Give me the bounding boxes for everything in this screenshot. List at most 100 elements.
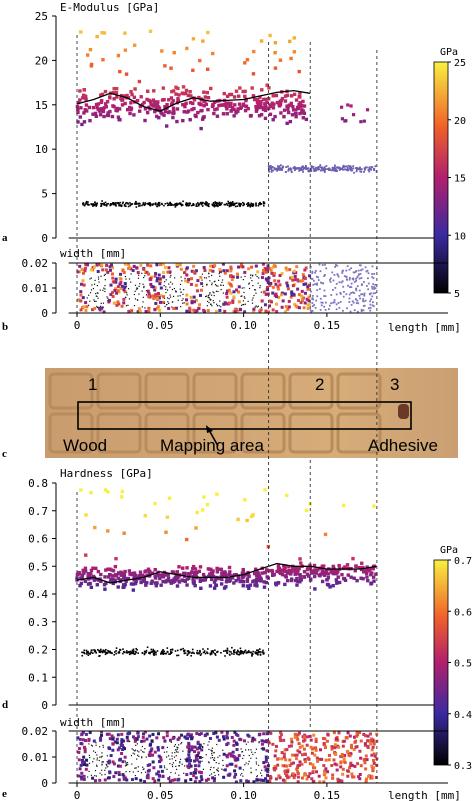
hardness-point bbox=[148, 569, 152, 573]
hardness-black-point bbox=[170, 651, 172, 654]
emod-point bbox=[298, 111, 302, 116]
hardness-black-point bbox=[146, 646, 149, 649]
hardness-black-point bbox=[129, 650, 132, 653]
width-map-point bbox=[130, 309, 134, 313]
emod-black-point bbox=[87, 204, 89, 206]
width-map-point bbox=[370, 737, 374, 741]
emod-point bbox=[279, 98, 284, 103]
emod-point bbox=[184, 88, 189, 93]
width-map-point bbox=[331, 773, 335, 777]
emod-point bbox=[302, 111, 307, 115]
hardness-point bbox=[276, 566, 281, 571]
width-map-point bbox=[149, 277, 153, 281]
width-map-adhesive-point bbox=[334, 266, 336, 268]
width-map-adhesive-point bbox=[373, 286, 375, 289]
width-map-point bbox=[252, 780, 256, 784]
width-map-black-point bbox=[169, 276, 171, 278]
width-map-point bbox=[262, 290, 266, 294]
emod-adhesive-point bbox=[319, 169, 322, 172]
width-map-adhesive-point bbox=[348, 301, 351, 303]
width-map-adhesive-point bbox=[311, 302, 314, 304]
width-map-point bbox=[290, 744, 294, 748]
width-map-point bbox=[81, 730, 85, 734]
emod-adhesive-point bbox=[352, 167, 354, 170]
hardness-point bbox=[185, 566, 189, 570]
width-map-point bbox=[296, 770, 300, 774]
hardness-black-point bbox=[182, 647, 184, 650]
width-map-black-point bbox=[174, 744, 177, 746]
width-map-point bbox=[195, 747, 199, 751]
hardness-point bbox=[281, 564, 286, 568]
width-map-adhesive-point bbox=[356, 299, 359, 302]
width-map-black-point bbox=[141, 290, 143, 292]
width-map-black-point bbox=[166, 297, 169, 299]
hardness-black-point bbox=[104, 650, 106, 652]
width-map-adhesive-point bbox=[323, 289, 326, 292]
width-map-black-point bbox=[202, 746, 204, 749]
width-map-black-point bbox=[241, 295, 243, 297]
hardness-point bbox=[331, 584, 335, 588]
hardness-black-point bbox=[177, 654, 180, 657]
hardness-point bbox=[227, 577, 232, 581]
emod-black-point bbox=[213, 204, 216, 207]
width-map-point bbox=[258, 778, 262, 782]
hardness-black-point bbox=[259, 651, 262, 653]
width-map-adhesive-point bbox=[329, 280, 332, 283]
width-map-point bbox=[209, 264, 213, 268]
width-map-adhesive-point bbox=[358, 294, 361, 297]
hardness-black-point bbox=[206, 651, 208, 653]
emod-black-point bbox=[245, 203, 248, 206]
emod-black-point bbox=[225, 202, 228, 205]
hardness-point bbox=[203, 578, 208, 582]
width-map-point bbox=[305, 297, 309, 301]
width-map-point bbox=[117, 772, 121, 776]
width-map-point bbox=[233, 775, 237, 779]
emod-point bbox=[93, 111, 98, 116]
width-map-black-point bbox=[136, 743, 139, 745]
hardness-point bbox=[223, 570, 227, 574]
width-map-point bbox=[307, 775, 311, 779]
hardness-black-point bbox=[188, 652, 191, 654]
width-map-point bbox=[77, 747, 81, 751]
emod-point bbox=[82, 120, 87, 124]
width-map-point bbox=[340, 755, 344, 759]
emod-adhesive-point bbox=[279, 167, 282, 170]
cell-wall bbox=[240, 412, 286, 454]
hardness-point bbox=[108, 573, 112, 577]
width-map-black-point bbox=[243, 287, 245, 289]
width-map-black-point bbox=[208, 761, 210, 763]
hardness-point bbox=[285, 571, 290, 575]
hardness-black-point bbox=[251, 653, 253, 656]
width-map-adhesive-point bbox=[367, 288, 370, 291]
emod-point bbox=[132, 95, 137, 99]
hardness-black-point bbox=[170, 650, 172, 653]
emod-adhesive-point bbox=[334, 168, 337, 171]
width-map-black-point bbox=[144, 748, 146, 750]
width-map-adhesive-point bbox=[339, 293, 342, 295]
width-map-point bbox=[296, 733, 300, 737]
emod-adhesive-point bbox=[328, 169, 330, 171]
width-map-point bbox=[108, 299, 112, 303]
hardness-point bbox=[84, 553, 88, 557]
width-map-black-point bbox=[170, 281, 172, 283]
width-map-point bbox=[230, 278, 234, 282]
hardness-black-point bbox=[238, 653, 241, 656]
panel-letter-b: b bbox=[2, 321, 8, 333]
width-map-point bbox=[364, 754, 368, 758]
hardness-point bbox=[320, 569, 325, 573]
width-map-point bbox=[264, 292, 268, 296]
width-map-point bbox=[356, 762, 360, 766]
width-map-point bbox=[79, 290, 83, 294]
width-map-point bbox=[308, 762, 312, 766]
width-map-point bbox=[123, 290, 127, 294]
width-map-adhesive-point bbox=[370, 298, 373, 301]
width-map-black-point bbox=[134, 284, 137, 286]
emod-point bbox=[81, 93, 86, 97]
width-map-point bbox=[300, 753, 304, 757]
hardness-point bbox=[255, 570, 260, 574]
emod-point bbox=[298, 91, 302, 95]
width-map-point bbox=[156, 292, 160, 296]
width-map-point bbox=[272, 273, 276, 277]
width-map-point bbox=[273, 279, 277, 283]
width-map-point bbox=[199, 775, 203, 779]
